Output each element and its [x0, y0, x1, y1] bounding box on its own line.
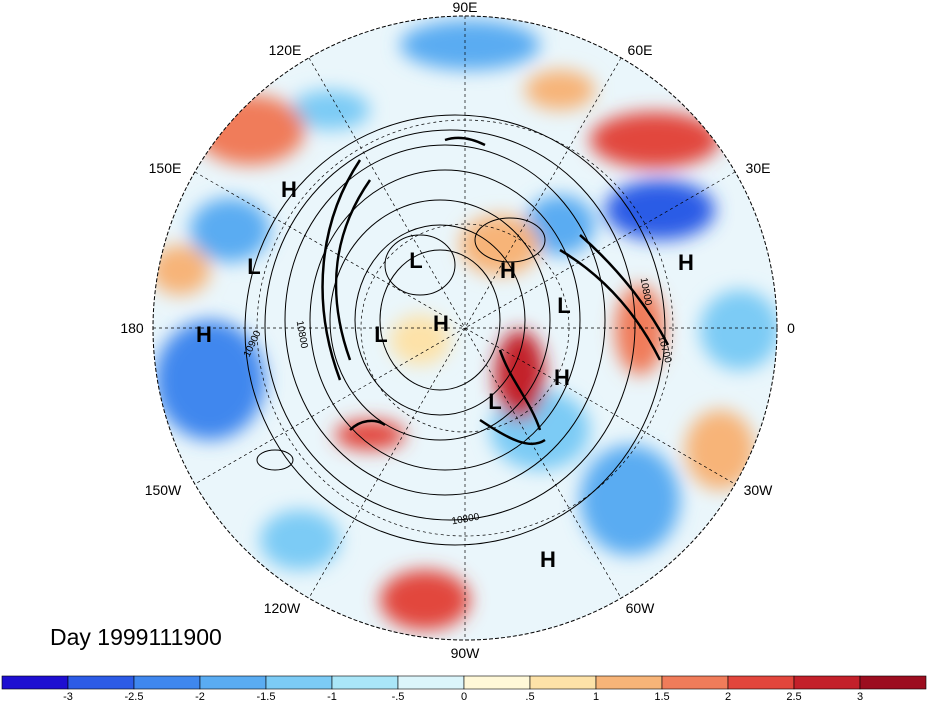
contour-label: 10800	[294, 320, 310, 350]
contour-label: 10800	[451, 512, 481, 528]
colorbar: -3 -2.5 -2 -1.5 -1 -.5 0 .5 1 1.5 2 2.5 3	[1, 675, 927, 702]
lon-label: 150E	[149, 160, 182, 176]
colorbar-tick-label: 3	[857, 691, 863, 702]
colorbar-swatch	[793, 675, 861, 690]
lon-label: 150W	[145, 482, 182, 498]
lon-label: 30E	[746, 160, 771, 176]
pressure-center-low: L	[374, 322, 387, 347]
globe-border	[152, 15, 778, 641]
lon-label: 120W	[264, 600, 301, 616]
pressure-centers: H L L H L H H L H L H H	[196, 177, 694, 572]
lon-label: 30W	[744, 482, 774, 498]
colorbar-tick-label: -1.5	[257, 691, 276, 702]
colorbar-swatch	[661, 675, 729, 690]
colorbar-swatch	[463, 675, 531, 690]
colorbar-tick-label: 0	[461, 691, 467, 702]
colorbar-tick-label: -1	[327, 691, 337, 702]
colorbar-swatch	[199, 675, 267, 690]
lon-label: 180	[120, 320, 144, 336]
pressure-center-low: L	[557, 293, 570, 318]
colorbar-swatch	[331, 675, 399, 690]
lon-label: 60E	[628, 42, 653, 58]
colorbar-swatch	[133, 675, 201, 690]
colorbar-tick-label: -3	[63, 691, 73, 702]
colorbar-tick-label: 2.5	[786, 691, 801, 702]
lon-label: 60W	[626, 600, 656, 616]
colorbar-tick-label: 1.5	[654, 691, 669, 702]
pressure-center-high: H	[678, 250, 694, 275]
pressure-center-low: L	[247, 254, 260, 279]
lon-label: 90E	[453, 0, 478, 15]
pressure-center-high: H	[540, 547, 556, 572]
colorbar-swatch	[859, 675, 927, 690]
colorbar-tick-label: -.5	[392, 691, 405, 702]
pressure-center-high: H	[433, 311, 449, 336]
lon-label: 0	[787, 320, 795, 336]
pressure-center-high: H	[554, 365, 570, 390]
colorbar-swatch	[727, 675, 795, 690]
colorbar-tick-label: -2	[195, 691, 205, 702]
contour-label: 10800	[638, 277, 654, 307]
pressure-center-high: H	[500, 258, 516, 283]
colorbar-swatch	[265, 675, 333, 690]
colorbar-tick-label: .5	[525, 691, 534, 702]
colorbar-tick-label: 1	[593, 691, 599, 702]
lon-label: 90W	[451, 645, 481, 661]
colorbar-tick-label: 2	[725, 691, 731, 702]
colorbar-tick-label: -2.5	[125, 691, 144, 702]
pressure-center-high: H	[281, 177, 297, 202]
pressure-center-low: L	[488, 389, 501, 414]
lon-label: 120E	[269, 42, 302, 58]
colorbar-swatch	[397, 675, 465, 690]
colorbar-swatch	[595, 675, 663, 690]
colorbar-swatch	[1, 675, 69, 690]
pressure-center-high: H	[196, 322, 212, 347]
pressure-center-low: L	[409, 248, 422, 273]
longitude-labels: 90E 60E 30E 0 30W 60W 90W 120W 150W 180 …	[120, 0, 795, 661]
anomaly-field	[153, 16, 777, 640]
colorbar-swatch	[529, 675, 597, 690]
map-title: Day 1999111900	[50, 624, 222, 650]
colorbar-swatch	[67, 675, 135, 690]
